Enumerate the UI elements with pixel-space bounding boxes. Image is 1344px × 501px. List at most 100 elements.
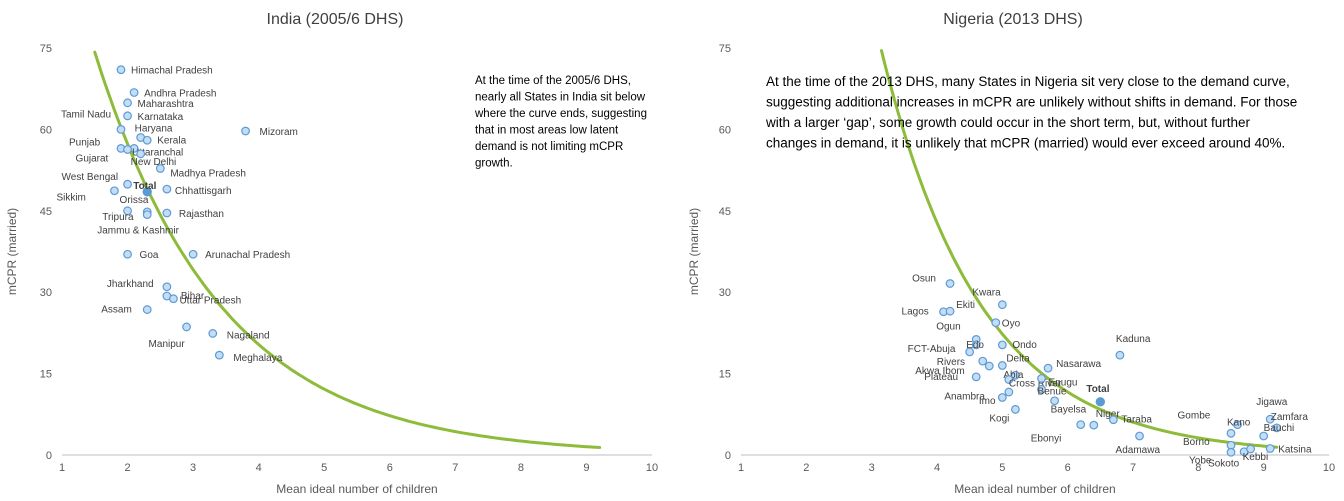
point-label: Punjab	[69, 137, 101, 148]
chart-title: India (2005/6 DHS)	[267, 11, 404, 28]
data-point	[208, 329, 218, 338]
chart-title: Nigeria (2013 DHS)	[943, 11, 1083, 28]
chart-annotation: At the time of the 2005/6 DHS, nearly all…	[474, 75, 647, 170]
point-label: Rajasthan	[179, 209, 224, 220]
data-point	[182, 322, 191, 332]
point-label: Osun	[912, 274, 936, 285]
data-point	[1089, 420, 1099, 430]
annotation-line: nearly all States in India sit below	[475, 92, 646, 104]
point-label: Ekiti	[956, 300, 975, 311]
data-point	[997, 340, 1007, 350]
data-point	[1246, 444, 1255, 454]
y-tick-label: 30	[719, 287, 731, 299]
point-label: Manipur	[149, 339, 186, 350]
point-label: Jharkhand	[107, 279, 154, 290]
y-tick-label: 15	[40, 369, 52, 381]
annotation-line: At the time of the 2005/6 DHS,	[475, 75, 631, 87]
point-label: FCT-Abuja	[908, 344, 956, 355]
annotation-line: suggesting additional increases in mCPR …	[766, 95, 1297, 110]
x-tick-label: 8	[1195, 462, 1201, 474]
point-label: Sokoto	[1208, 459, 1240, 470]
data-point	[1265, 444, 1275, 453]
point-label: Edo	[966, 340, 984, 351]
point-label: Kaduna	[1116, 334, 1151, 345]
data-point	[997, 300, 1007, 310]
point-label: Tamil Nadu	[61, 109, 111, 120]
data-point	[123, 98, 132, 108]
point-label: West Bengal	[62, 172, 119, 183]
data-point	[1108, 415, 1118, 425]
data-point	[116, 65, 126, 75]
y-axis-label: mCPR (married)	[5, 208, 19, 295]
annotation-line: At the time of the 2013 DHS, many States…	[766, 74, 1290, 89]
point-label: Kerala	[157, 135, 186, 146]
y-tick-label: 0	[725, 450, 731, 462]
point-label: Karnataka	[138, 112, 184, 123]
x-tick-label: 6	[1065, 462, 1071, 474]
x-tick-label: 5	[999, 462, 1005, 474]
point-label: Niger	[1096, 409, 1121, 420]
annotation-line: changes in demand, it is unlikely that m…	[766, 136, 1285, 151]
point-label: New Delhi	[131, 157, 177, 168]
y-tick-label: 45	[719, 206, 731, 218]
point-label: Uttar Pradesh	[179, 296, 241, 307]
x-tick-label: 3	[869, 462, 875, 474]
data-point	[188, 249, 198, 259]
data-point	[991, 318, 1001, 327]
data-point	[142, 210, 152, 219]
annotation-line: where the curve ends, suggesting	[474, 108, 647, 120]
total-point	[142, 187, 152, 197]
data-point	[1265, 414, 1275, 424]
point-label: Lagos	[902, 307, 929, 318]
x-tick-label: 2	[124, 462, 130, 474]
data-point	[1226, 447, 1236, 457]
point-label: Bayelsa	[1051, 405, 1087, 416]
x-axis-label: Mean ideal number of children	[276, 482, 437, 496]
y-axis-label: mCPR (married)	[687, 208, 701, 295]
data-point	[1272, 423, 1282, 433]
annotation-line: with a larger ‘gap’, some growth could o…	[765, 115, 1250, 130]
point-label: Borno	[1183, 437, 1210, 448]
demand-curve	[93, 50, 602, 449]
point-label: Jigawa	[1256, 397, 1288, 408]
data-point	[1037, 384, 1046, 394]
data-point	[123, 111, 132, 121]
x-tick-label: 3	[190, 462, 196, 474]
x-tick-label: 9	[1261, 462, 1267, 474]
data-point	[1004, 375, 1014, 384]
x-tick-label: 8	[518, 462, 524, 474]
point-label: Himachal Pradesh	[131, 66, 213, 77]
data-point	[945, 279, 955, 288]
point-label: Rivers	[937, 357, 965, 368]
data-point	[1226, 428, 1236, 438]
point-label: Benue	[1038, 386, 1067, 397]
point-label: Akwa Ibom	[915, 366, 964, 377]
data-point	[123, 249, 132, 259]
y-tick-label: 30	[40, 287, 52, 299]
point-label: Plateau	[924, 372, 958, 383]
point-label: Uttaranchal	[132, 147, 183, 158]
y-tick-label: 15	[719, 369, 731, 381]
data-point	[971, 372, 981, 382]
data-point	[1004, 387, 1014, 397]
x-tick-label: 9	[583, 462, 589, 474]
y-tick-label: 0	[46, 450, 52, 462]
demand-curve	[880, 49, 1279, 449]
data-point	[984, 361, 994, 371]
point-label: Maharashtra	[138, 99, 195, 110]
data-point	[162, 282, 172, 292]
x-tick-label: 7	[1130, 462, 1136, 474]
data-point	[142, 305, 152, 314]
x-axis-label: Mean ideal number of children	[954, 482, 1115, 496]
x-tick-label: 5	[321, 462, 327, 474]
point-label: Nagaland	[227, 330, 270, 341]
point-label: Nasarawa	[1056, 359, 1101, 370]
data-point	[136, 149, 146, 159]
point-label: Imo	[979, 396, 996, 407]
point-label: Kebbi	[1243, 452, 1269, 463]
point-label: Haryana	[135, 124, 173, 135]
data-point	[123, 145, 132, 154]
point-label: Oyo	[1002, 319, 1021, 330]
